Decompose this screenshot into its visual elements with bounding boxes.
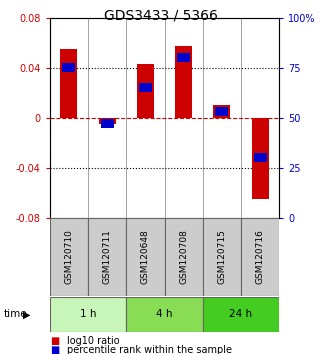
- Bar: [203, 297, 279, 332]
- Text: time: time: [3, 309, 27, 319]
- Text: ■: ■: [50, 346, 59, 354]
- Text: GSM120715: GSM120715: [217, 229, 226, 285]
- Bar: [203, 218, 241, 296]
- Bar: [213, 105, 230, 118]
- Bar: [101, 119, 114, 128]
- Bar: [50, 218, 88, 296]
- Bar: [62, 63, 75, 72]
- Bar: [215, 107, 228, 116]
- Bar: [252, 118, 269, 199]
- Bar: [88, 218, 126, 296]
- Bar: [254, 153, 267, 162]
- Text: 4 h: 4 h: [156, 309, 173, 319]
- Text: GDS3433 / 5366: GDS3433 / 5366: [104, 9, 217, 23]
- Text: GSM120710: GSM120710: [65, 229, 74, 285]
- Text: 24 h: 24 h: [230, 309, 253, 319]
- Bar: [139, 83, 152, 92]
- Bar: [164, 218, 203, 296]
- Bar: [126, 218, 164, 296]
- Text: percentile rank within the sample: percentile rank within the sample: [67, 346, 232, 354]
- Text: GSM120648: GSM120648: [141, 230, 150, 284]
- Text: log10 ratio: log10 ratio: [67, 336, 120, 346]
- Text: ▶: ▶: [22, 309, 30, 319]
- Bar: [50, 297, 126, 332]
- Text: GSM120708: GSM120708: [179, 229, 188, 285]
- Text: GSM120711: GSM120711: [103, 229, 112, 285]
- Bar: [137, 64, 154, 118]
- Text: ■: ■: [50, 336, 59, 346]
- Bar: [60, 49, 77, 118]
- Bar: [99, 118, 116, 124]
- Bar: [126, 297, 203, 332]
- Text: 1 h: 1 h: [80, 309, 96, 319]
- Bar: [175, 46, 192, 118]
- Text: GSM120716: GSM120716: [256, 229, 265, 285]
- Bar: [177, 53, 190, 62]
- Bar: [241, 218, 279, 296]
